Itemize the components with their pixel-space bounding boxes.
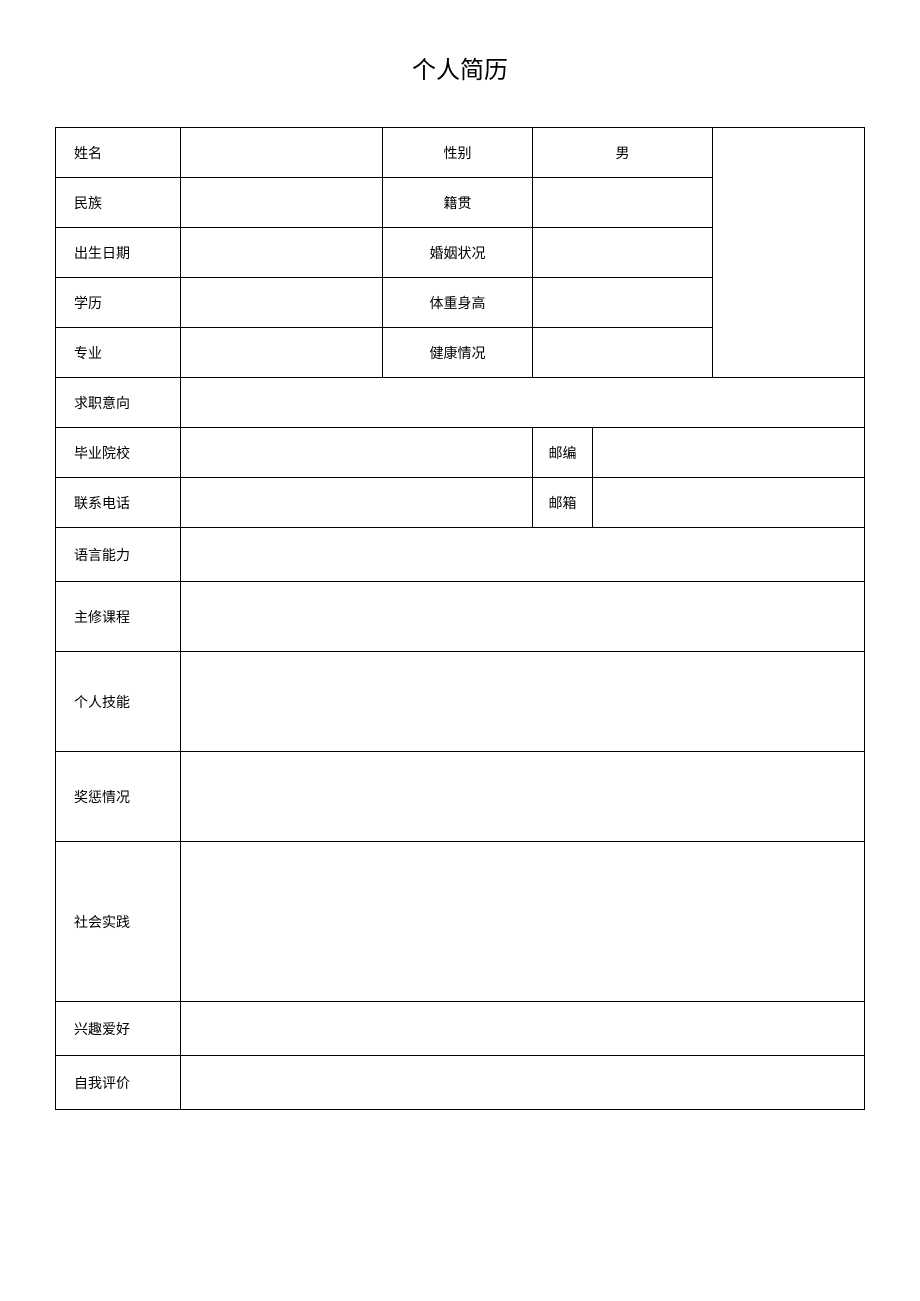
value-job-intention	[181, 378, 865, 428]
label-email: 邮箱	[533, 478, 593, 528]
label-postcode: 邮编	[533, 428, 593, 478]
value-gender: 男	[533, 128, 713, 178]
label-name: 姓名	[56, 128, 181, 178]
value-marital-status	[533, 228, 713, 278]
value-social-practice	[181, 842, 865, 1002]
value-ethnicity	[181, 178, 383, 228]
label-social-practice: 社会实践	[56, 842, 181, 1002]
value-rewards-punishments	[181, 752, 865, 842]
label-weight-height: 体重身高	[383, 278, 533, 328]
label-ethnicity: 民族	[56, 178, 181, 228]
value-email	[593, 478, 865, 528]
value-birth-date	[181, 228, 383, 278]
value-education	[181, 278, 383, 328]
label-graduation-school: 毕业院校	[56, 428, 181, 478]
label-hobbies: 兴趣爱好	[56, 1002, 181, 1056]
resume-table: 姓名 性别 男 民族 籍贯 出生日期 婚姻状况 学历 体重身高 专业 健康	[55, 127, 865, 1110]
value-self-evaluation	[181, 1056, 865, 1110]
label-gender: 性别	[383, 128, 533, 178]
label-health: 健康情况	[383, 328, 533, 378]
value-major	[181, 328, 383, 378]
label-job-intention: 求职意向	[56, 378, 181, 428]
label-birth-date: 出生日期	[56, 228, 181, 278]
value-native-place	[533, 178, 713, 228]
label-marital-status: 婚姻状况	[383, 228, 533, 278]
value-language-ability	[181, 528, 865, 582]
label-native-place: 籍贯	[383, 178, 533, 228]
value-weight-height	[533, 278, 713, 328]
label-language-ability: 语言能力	[56, 528, 181, 582]
label-main-courses: 主修课程	[56, 582, 181, 652]
value-graduation-school	[181, 428, 533, 478]
label-self-evaluation: 自我评价	[56, 1056, 181, 1110]
label-education: 学历	[56, 278, 181, 328]
label-major: 专业	[56, 328, 181, 378]
value-hobbies	[181, 1002, 865, 1056]
value-phone	[181, 478, 533, 528]
value-name	[181, 128, 383, 178]
photo-cell	[713, 128, 865, 378]
value-personal-skills	[181, 652, 865, 752]
value-postcode	[593, 428, 865, 478]
label-phone: 联系电话	[56, 478, 181, 528]
document-title: 个人简历	[55, 50, 865, 85]
label-personal-skills: 个人技能	[56, 652, 181, 752]
value-main-courses	[181, 582, 865, 652]
value-health	[533, 328, 713, 378]
label-rewards-punishments: 奖惩情况	[56, 752, 181, 842]
